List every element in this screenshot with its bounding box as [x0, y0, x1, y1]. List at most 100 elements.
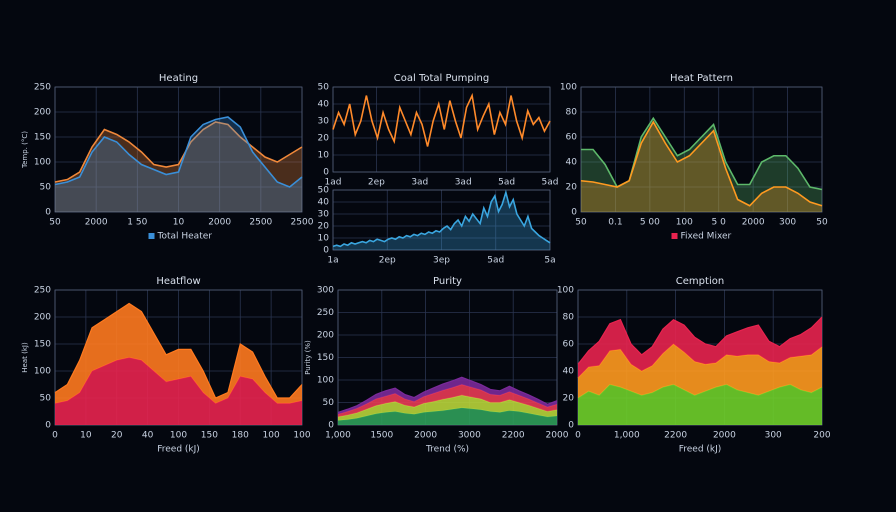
y-tick-label: 50 [40, 183, 52, 193]
series-line [580, 120, 823, 207]
chart-title: Heatflow [156, 276, 200, 287]
x-tick-label: 2500 [291, 218, 314, 228]
x-tick-label: 2200 [664, 431, 687, 441]
x-tick-label: 300 [765, 431, 782, 441]
x-tick-label: 2000 [414, 431, 437, 441]
x-tick-label: 10 [80, 431, 92, 441]
chart-title: Coal Total Pumping [394, 73, 489, 84]
x-tick-label: 2000 [742, 218, 765, 228]
y-tick-label: 0 [328, 421, 334, 431]
plot-frame [54, 86, 303, 213]
y-tick-label: 0 [45, 208, 51, 218]
x-tick-label: 1500 [370, 431, 393, 441]
y-tick-label: 60 [566, 133, 578, 143]
y-tick-label: 100 [317, 376, 334, 386]
x-tick-label: 50 [575, 218, 587, 228]
y-tick-label: 50 [318, 83, 330, 93]
x-axis-label: Freed (kJ) [679, 445, 722, 455]
y-tick-label: 20 [318, 222, 330, 232]
y-tick-label: 40 [318, 100, 330, 110]
y-tick-label: 60 [563, 340, 575, 350]
x-tick-label: 10 [173, 218, 185, 228]
x-tick-label: 5 0 [712, 218, 727, 228]
stack-layer [578, 344, 822, 398]
y-axis-label: Temp. (°C) [21, 131, 29, 169]
stack-edge [337, 394, 558, 418]
y-tick-label: 40 [563, 367, 575, 377]
legend-label: Fixed Mixer [681, 232, 732, 242]
y-tick-label: 150 [34, 133, 51, 143]
x-tick-label: 3000 [458, 431, 481, 441]
y-tick-label: 0 [45, 421, 51, 431]
y-tick-label: 20 [566, 183, 578, 193]
y-tick-label: 0 [571, 208, 577, 218]
series-line [54, 121, 303, 183]
x-tick-label: 200 [813, 431, 830, 441]
area-fill [55, 122, 302, 212]
x-tick-label: 0 [52, 431, 58, 441]
chart-title: Purity [433, 276, 462, 287]
legend-label: Total Heater [157, 232, 213, 242]
x-tick-label: 2ep [368, 178, 385, 188]
x-tick-label: 0.1 [608, 218, 622, 228]
series-line [54, 116, 303, 188]
x-tick-label: 5ad [487, 256, 504, 266]
area-fill [333, 192, 550, 250]
y-axis-label: Heat (kJ) [21, 342, 29, 373]
y-tick-label: 100 [560, 83, 577, 93]
stack-layer [55, 303, 302, 404]
x-tick-label: 100 [676, 218, 693, 228]
x-axis-label: Freed (kJ) [157, 445, 200, 455]
x-tick-label: 2200 [502, 431, 525, 441]
y-tick-label: 50 [318, 186, 330, 196]
y-tick-label: 100 [34, 367, 51, 377]
x-tick-label: 50 [49, 218, 61, 228]
y-tick-label: 200 [34, 313, 51, 323]
x-tick-label: 2ep [379, 256, 396, 266]
y-tick-label: 150 [34, 340, 51, 350]
y-tick-label: 50 [40, 394, 52, 404]
y-tick-label: 30 [318, 210, 330, 220]
y-tick-label: 200 [34, 108, 51, 118]
y-tick-label: 250 [34, 286, 51, 296]
y-tick-label: 250 [317, 308, 334, 318]
x-tick-label: 40 [142, 431, 154, 441]
x-tick-label: 3ep [433, 256, 450, 266]
x-tick-label: 1ad [325, 178, 342, 188]
y-tick-label: 150 [317, 353, 334, 363]
stack-layer [55, 357, 302, 425]
y-tick-label: 30 [318, 117, 330, 127]
x-tick-label: 1,000 [614, 431, 640, 441]
y-tick-label: 100 [34, 158, 51, 168]
y-tick-label: 80 [563, 313, 575, 323]
chart-title: Cemption [676, 276, 724, 287]
stack-edge [577, 316, 823, 365]
y-tick-label: 0 [568, 421, 574, 431]
x-tick-label: 2000 [713, 431, 736, 441]
x-axis-label: Trend (%) [425, 445, 469, 455]
chart-title: Heating [159, 73, 198, 84]
stack-edge [54, 302, 303, 399]
x-tick-label: 300 [779, 218, 796, 228]
y-tick-label: 10 [318, 151, 330, 161]
y-tick-label: 50 [323, 398, 335, 408]
y-axis-label: Purity (%) [304, 340, 312, 375]
x-tick-label: 1,000 [325, 431, 351, 441]
stack-layer [338, 395, 557, 421]
x-tick-label: 5 00 [640, 218, 660, 228]
stack-layer [338, 377, 557, 415]
x-tick-label: 1a [327, 256, 338, 266]
x-tick-label: 150 [201, 431, 218, 441]
y-tick-label: 300 [317, 286, 334, 296]
plot-frame [332, 189, 551, 251]
y-tick-label: 0 [323, 246, 329, 256]
x-tick-label: 2000 [546, 431, 569, 441]
x-tick-label: 50 [816, 218, 828, 228]
x-tick-label: 3ad [455, 178, 472, 188]
x-tick-label: 2000 [85, 218, 108, 228]
stack-edge [337, 376, 558, 413]
x-tick-label: 100 [263, 431, 280, 441]
y-tick-label: 40 [318, 198, 330, 208]
x-tick-label: 5a [544, 256, 555, 266]
